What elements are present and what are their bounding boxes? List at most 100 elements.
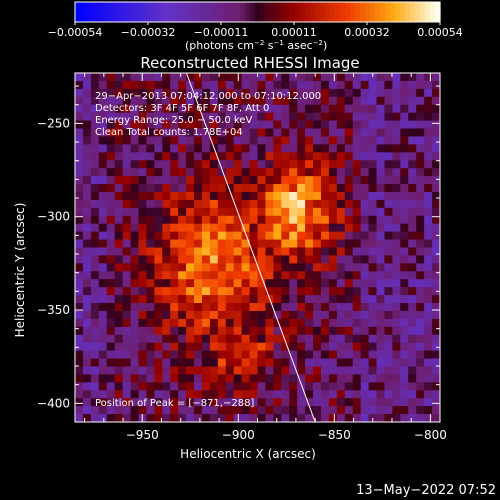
heatmap-cell: [90, 414, 100, 423]
heatmap-cell: [305, 152, 314, 161]
heatmap-cell: [305, 350, 314, 360]
heatmap-cell: [122, 73, 132, 82]
heatmap-cell: [154, 247, 163, 256]
heatmap-cell: [432, 406, 441, 415]
heatmap-cell: [297, 295, 306, 304]
heatmap-cell: [217, 160, 227, 169]
heatmap-cell: [186, 128, 195, 137]
heatmap-cell: [138, 263, 147, 272]
heatmap-cell: [217, 350, 227, 360]
heatmap-cell: [384, 136, 393, 145]
heatmap-cell: [209, 247, 219, 256]
heatmap-cell: [82, 366, 92, 375]
heatmap-cell: [313, 334, 322, 344]
heatmap-cell: [225, 144, 235, 153]
heatmap-cell: [233, 88, 243, 98]
heatmap-cell: [432, 247, 441, 256]
heatmap-cell: [313, 366, 322, 375]
heatmap-cell: [368, 398, 378, 407]
heatmap-cell: [162, 263, 171, 272]
heatmap-cell: [352, 279, 362, 288]
heatmap-cell: [384, 310, 393, 320]
heatmap-cell: [98, 255, 108, 264]
heatmap-cell: [313, 144, 322, 153]
heatmap-cell: [384, 406, 393, 415]
heatmap-cell: [424, 271, 433, 280]
heatmap-cell: [186, 334, 195, 344]
heatmap-cell: [106, 128, 116, 137]
heatmap-cell: [233, 310, 243, 320]
heatmap-cell: [432, 136, 441, 145]
heatmap-cell: [424, 207, 433, 217]
heatmap-cell: [265, 128, 274, 137]
heatmap-cell: [90, 358, 100, 367]
heatmap-cell: [352, 310, 362, 320]
heatmap-cell: [384, 398, 393, 407]
heatmap-cell: [90, 382, 100, 391]
colorbar-cell: [270, 2, 276, 22]
heatmap-cell: [305, 144, 314, 153]
heatmap-cell: [209, 374, 219, 383]
heatmap-cell: [217, 279, 227, 288]
heatmap-cell: [122, 318, 132, 328]
heatmap-cell: [336, 350, 346, 360]
heatmap-cell: [376, 326, 385, 336]
heatmap-cell: [178, 271, 187, 280]
heatmap-cell: [313, 104, 322, 114]
heatmap-cell: [233, 406, 243, 415]
heatmap-cell: [313, 215, 322, 225]
heatmap-cell: [122, 390, 132, 399]
heatmap-cell: [146, 168, 155, 177]
heatmap-cell: [265, 374, 274, 383]
heatmap-cell: [233, 199, 243, 209]
heatmap-cell: [360, 160, 370, 169]
heatmap-cell: [162, 366, 171, 375]
heatmap-cell: [408, 350, 417, 360]
heatmap-cell: [384, 80, 393, 90]
info-line: Detectors: 3F 4F 5F 6F 7F 8F, Att 0: [95, 103, 269, 114]
heatmap-cell: [130, 310, 139, 320]
heatmap-cell: [209, 398, 219, 407]
heatmap-cell: [273, 326, 282, 336]
heatmap-cell: [122, 239, 132, 248]
heatmap-cell: [384, 231, 393, 241]
heatmap-cell: [320, 303, 330, 312]
heatmap-cell: [344, 136, 354, 145]
heatmap-cell: [186, 390, 195, 399]
heatmap-cell: [194, 136, 203, 145]
heatmap-cell: [154, 382, 163, 391]
heatmap-cell: [170, 120, 179, 130]
heatmap-cell: [178, 414, 187, 423]
heatmap-cell: [424, 96, 433, 106]
heatmap-cell: [162, 207, 171, 217]
heatmap-cell: [408, 207, 417, 217]
heatmap-cell: [225, 279, 235, 288]
heatmap-cell: [90, 255, 100, 264]
heatmap-cell: [114, 414, 124, 423]
heatmap-cell: [273, 318, 282, 328]
heatmap-cell: [360, 223, 370, 233]
heatmap-cell: [328, 96, 338, 106]
heatmap-cell: [209, 231, 219, 241]
heatmap-cell: [146, 184, 155, 193]
heatmap-cell: [241, 112, 251, 122]
heatmap-cell: [233, 152, 243, 161]
heatmap-cell: [122, 199, 132, 209]
heatmap-cell: [106, 247, 116, 256]
heatmap-cell: [154, 160, 163, 169]
heatmap-cell: [130, 231, 139, 241]
heatmap-cell: [313, 128, 322, 137]
heatmap-cell: [233, 295, 243, 304]
heatmap-cell: [106, 342, 116, 352]
heatmap-cell: [170, 295, 179, 304]
heatmap-cell: [194, 350, 203, 360]
heatmap-cell: [328, 247, 338, 256]
heatmap-cell: [257, 358, 266, 367]
heatmap-cell: [384, 144, 393, 153]
heatmap-cell: [122, 374, 132, 383]
peak-position-label: Position of Peak = [−871,−288]: [95, 398, 254, 409]
heatmap-cell: [352, 199, 362, 209]
heatmap-cell: [122, 350, 132, 360]
heatmap-cell: [352, 80, 362, 90]
heatmap-cell: [138, 160, 147, 169]
